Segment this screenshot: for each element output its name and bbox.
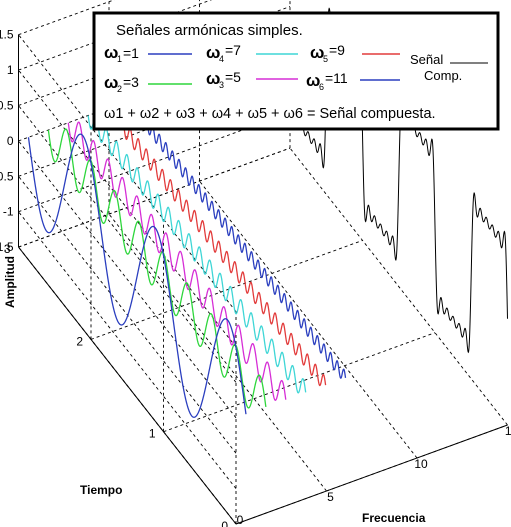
z-axis-label: Amplitud	[3, 256, 17, 308]
series-line-omega-1	[27, 133, 247, 418]
grid-line	[108, 213, 327, 492]
legend-subscript: 6	[319, 82, 324, 92]
grid-line	[289, 147, 508, 426]
legend-value: =5	[225, 69, 241, 85]
x-tick-label: 5	[327, 490, 334, 504]
legend-symbol: ω	[104, 73, 118, 92]
grid-line	[18, 105, 237, 383]
legend-value: =1	[123, 45, 139, 61]
legend-entry-w6: ω 6 =11	[306, 70, 400, 92]
y-tick-label: 1	[149, 427, 156, 441]
grid-line	[18, 176, 237, 454]
legend-composite-label: Señal	[410, 52, 443, 67]
legend-symbol: ω	[306, 71, 320, 90]
series-line-omega-11	[127, 100, 347, 379]
series-line-omega-3	[47, 128, 267, 409]
legend-composite-label: Comp.	[424, 68, 462, 83]
legend-entry-w5: ω 5 =9	[310, 42, 400, 64]
z-tick-label: 0.5	[0, 99, 14, 113]
grid	[18, 0, 508, 525]
series-line-omega-5	[67, 121, 287, 401]
axis-line	[235, 424, 508, 525]
x-tick-label: 15	[505, 424, 511, 438]
grid-line	[18, 69, 237, 348]
legend-title: Señales armónicas simples.	[116, 22, 303, 39]
z-tick-label: -1.5	[0, 240, 14, 254]
tick-labels: 1.510.50-0.5-1-1.53210051015	[0, 28, 511, 527]
y-axis-label: Tiempo	[80, 483, 122, 497]
grid-line	[90, 239, 363, 340]
legend-formula: ω1 + ω2 + ω3 + ω4 + ω5 + ω6 = Señal comp…	[104, 106, 436, 122]
series-group	[27, 7, 508, 418]
x-axis-label: Frecuencia	[362, 511, 426, 525]
grid-line	[199, 180, 418, 459]
legend-entry-w4: ω 4 =7	[206, 42, 298, 64]
grid-line	[18, 140, 237, 419]
legend-subscript: 3	[219, 80, 224, 90]
series-line-omega-7	[87, 114, 307, 394]
z-tick-label: -1	[3, 205, 14, 219]
legend-value: =11	[325, 70, 348, 86]
grid-line	[163, 332, 436, 433]
z-tick-label: 0	[7, 134, 14, 148]
x-tick-label: 0	[237, 513, 244, 527]
legend-subscript: 1	[117, 54, 122, 64]
legend-entry-w2: ω 2 =3	[104, 73, 192, 94]
y-tick-label: 2	[76, 334, 83, 348]
legend-symbol: ω	[206, 69, 220, 88]
y-tick-label: 3	[4, 242, 11, 256]
legend-value: =7	[225, 42, 241, 58]
legend-entry-w1: ω 1 =1	[104, 43, 192, 64]
legend-value: =3	[123, 74, 139, 90]
z-tick-label: -0.5	[0, 169, 14, 183]
legend-subscript: 4	[219, 54, 224, 64]
series-line-omega-9	[107, 107, 327, 387]
grid-line	[18, 147, 291, 248]
legend-entry-w3: ω 3 =5	[206, 69, 298, 90]
legend-subscript: 5	[323, 54, 328, 64]
x-tick-label: 10	[414, 457, 428, 471]
z-tick-label: 1	[7, 63, 14, 77]
grid-line	[18, 34, 237, 312]
legend-frame	[92, 11, 500, 131]
legend-symbol: ω	[104, 43, 118, 62]
legend-subscript: 2	[117, 84, 122, 94]
grid-line	[18, 0, 115, 36]
legend-entry-composite: Señal Comp.	[410, 52, 488, 83]
grid-line	[18, 211, 237, 489]
z-tick-label: 1.5	[0, 28, 14, 42]
legend-value: =9	[329, 42, 345, 58]
legend: Señales armónicas simples. ω 1 =1 ω 4 =7…	[92, 11, 500, 131]
y-tick-label: 0	[221, 519, 228, 527]
legend-symbol: ω	[206, 43, 220, 62]
axis-line	[18, 246, 237, 525]
legend-symbol: ω	[310, 43, 324, 62]
